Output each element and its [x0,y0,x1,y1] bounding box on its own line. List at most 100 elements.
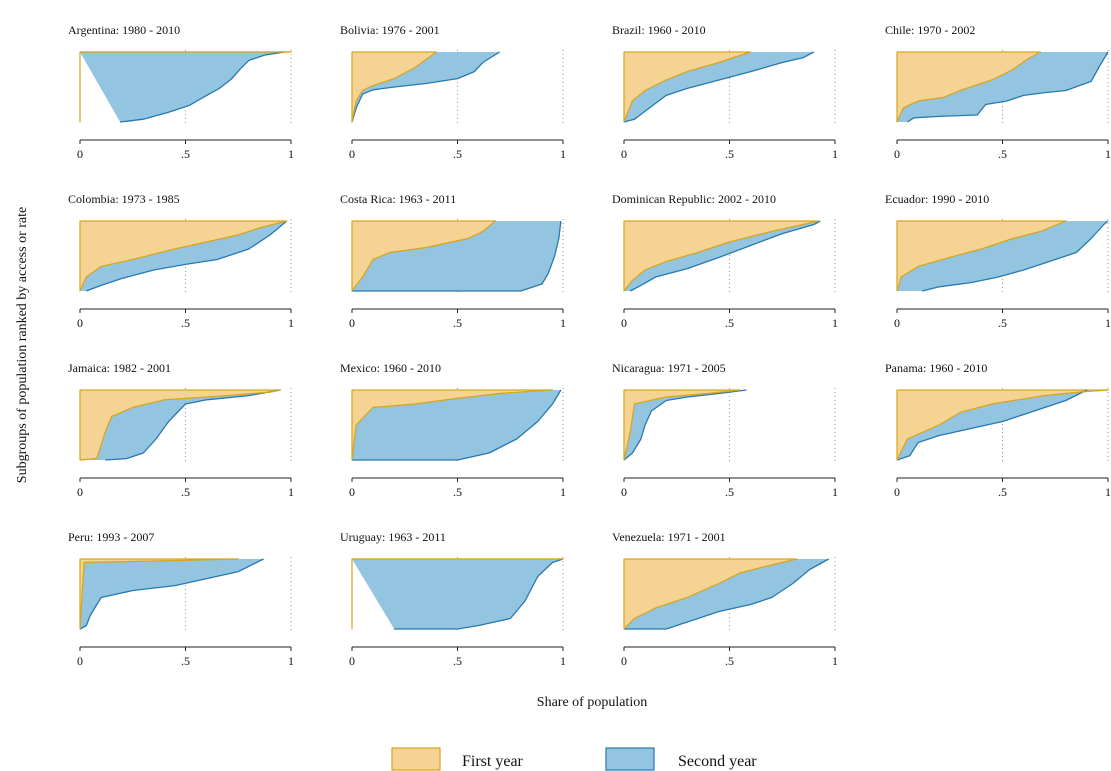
x-tick-label: .5 [453,147,462,161]
second-year-line [79,558,264,630]
first-year-line [623,220,819,292]
x-tick-label: 0 [621,316,627,330]
first-year-line [351,220,496,292]
second-year-line [629,220,821,292]
second-year-line [623,389,747,461]
legend-swatch-first-year [391,747,441,771]
second-year-area [897,52,1108,122]
panel-venezuela: Venezuela: 1971 - 2001 0 .5 1 [612,530,838,668]
x-tick-label: 0 [621,654,627,668]
panel-title: Venezuela: 1971 - 2001 [612,530,726,544]
first-year-line [79,220,287,292]
x-tick-label: 0 [621,485,627,499]
second-year-line [105,389,281,461]
x-axis-label: Share of population [537,695,647,710]
second-year-line [352,220,562,292]
second-year-line [120,51,285,123]
panel-title: Dominican Republic: 2002 - 2010 [612,192,776,206]
panel-ecuador: Ecuador: 1990 - 2010 0 .5 1 [885,192,1111,330]
y-axis-label: Subgroups of population ranked by access… [15,207,30,483]
x-tick-label: .5 [181,316,190,330]
panel-title: Chile: 1970 - 2002 [885,23,975,37]
panel-jamaica: Jamaica: 1982 - 2001 0 .5 1 [68,361,294,499]
legend-label-second-year: Second year [678,753,757,770]
first-year-line [351,389,553,461]
first-year-line [623,51,751,123]
panel-costa-rica: Costa Rica: 1963 - 2011 0 .5 1 [340,192,566,330]
panel-brazil: Brazil: 1960 - 2010 0 .5 1 [612,23,838,161]
second-year-line [907,51,1109,123]
panel-chile: Chile: 1970 - 2002 0 .5 1 [885,23,1111,161]
panel-title: Peru: 1993 - 2007 [68,530,154,544]
panel-title: Mexico: 1960 - 2010 [340,361,441,375]
x-tick-label: 1 [288,147,294,161]
x-tick-label: 1 [560,485,566,499]
x-tick-label: 1 [832,485,838,499]
x-tick-label: 0 [349,316,355,330]
x-tick-label: 1 [288,316,294,330]
second-year-line [922,220,1109,292]
x-tick-label: .5 [725,485,734,499]
second-year-area [80,52,291,122]
x-tick-label: 0 [77,654,83,668]
first-year-line [79,389,281,461]
x-tick-label: 1 [832,316,838,330]
x-tick-label: 1 [832,654,838,668]
x-tick-label: 0 [349,485,355,499]
panel-dominican-republic: Dominican Republic: 2002 - 2010 0 .5 1 [612,192,838,330]
legend: First year Second year [391,747,757,771]
panel-nicaragua: Nicaragua: 1971 - 2005 0 .5 1 [612,361,838,499]
legend-swatch-second-year [605,747,655,771]
x-tick-label: 1 [1105,485,1111,499]
first-year-line [896,51,1041,123]
x-tick-label: 1 [560,654,566,668]
second-year-area [80,221,287,291]
x-tick-label: .5 [453,316,462,330]
x-tick-label: .5 [725,147,734,161]
x-tick-label: .5 [181,485,190,499]
x-tick-label: 0 [77,485,83,499]
x-tick-label: 1 [1105,316,1111,330]
second-year-line [351,51,501,123]
panel-title: Colombia: 1973 - 1985 [68,192,180,206]
panel-panama: Panama: 1960 - 2010 0 .5 1 [885,361,1111,499]
x-tick-label: 1 [288,654,294,668]
first-year-line [79,558,239,630]
second-year-area [352,221,561,291]
x-tick-label: .5 [998,147,1007,161]
x-tick-label: 0 [349,147,355,161]
panel-peru: Peru: 1993 - 2007 0 .5 1 [68,530,294,668]
x-tick-label: 1 [560,316,566,330]
second-year-area [897,221,1108,291]
panel-title: Brazil: 1960 - 2010 [612,23,706,37]
panel-title: Nicaragua: 1971 - 2005 [612,361,726,375]
x-tick-label: 0 [621,147,627,161]
x-tick-label: 0 [894,316,900,330]
first-year-line [896,220,1067,292]
second-year-line [86,220,288,292]
x-tick-label: .5 [998,485,1007,499]
x-tick-label: 0 [894,147,900,161]
second-year-line [896,389,1088,461]
x-tick-label: 1 [832,147,838,161]
x-tick-label: 1 [1105,147,1111,161]
panel-title: Argentina: 1980 - 2010 [68,23,180,37]
panel-title: Costa Rica: 1963 - 2011 [340,192,456,206]
panel-bolivia: Bolivia: 1976 - 2001 0 .5 1 [340,23,566,161]
x-tick-label: .5 [181,654,190,668]
panel-mexico: Mexico: 1960 - 2010 0 .5 1 [340,361,566,499]
x-tick-label: 0 [77,147,83,161]
panel-argentina: Argentina: 1980 - 2010 0 .5 1 [68,23,294,161]
x-tick-label: .5 [453,485,462,499]
panel-title: Panama: 1960 - 2010 [885,361,987,375]
panel-title: Jamaica: 1982 - 2001 [68,361,171,375]
first-year-line [623,558,798,630]
x-tick-label: 1 [288,485,294,499]
second-year-line [624,558,830,630]
panel-title: Ecuador: 1990 - 2010 [885,192,989,206]
x-tick-label: 1 [560,147,566,161]
second-year-area [352,559,563,629]
x-tick-label: .5 [725,654,734,668]
